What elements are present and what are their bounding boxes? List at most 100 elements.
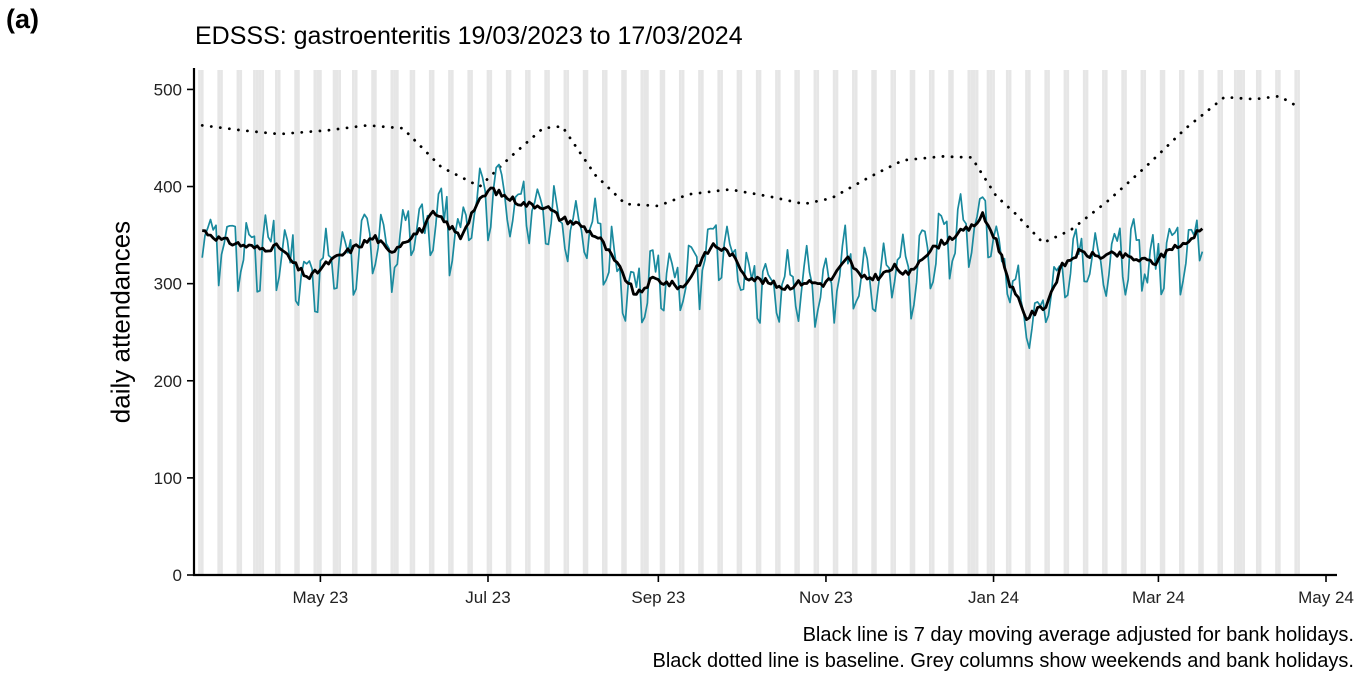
shaded-day-column <box>1297 70 1300 575</box>
shaded-day-column <box>255 70 259 575</box>
x-tick-label: Mar 24 <box>1132 588 1185 607</box>
shaded-day-column <box>1198 70 1201 575</box>
shaded-day-column <box>1159 70 1163 575</box>
shaded-day-column <box>428 70 432 575</box>
shaded-day-column <box>662 70 666 575</box>
shaded-day-column <box>893 70 897 575</box>
shaded-day-column <box>294 70 298 575</box>
shaded-day-column <box>912 70 916 575</box>
shaded-day-column <box>874 70 877 575</box>
shaded-day-column <box>1258 70 1262 575</box>
shaded-day-column <box>992 70 995 575</box>
shaded-day-column <box>1242 70 1245 575</box>
shaded-day-column <box>717 70 721 575</box>
shaded-day-column <box>351 70 355 575</box>
shaded-day-column <box>316 70 320 575</box>
shaded-day-column <box>390 70 394 575</box>
shaded-day-column <box>989 70 993 575</box>
moving-average-series <box>202 186 1204 321</box>
shaded-day-column <box>700 70 704 575</box>
x-tick-label: Nov 23 <box>799 588 853 607</box>
y-tick-label: 500 <box>154 80 182 99</box>
shaded-day-column <box>739 70 743 575</box>
shaded-day-column <box>1255 70 1259 575</box>
x-tick-label: May 23 <box>293 588 349 607</box>
y-tick-label: 300 <box>154 275 182 294</box>
shaded-day-column <box>467 70 471 575</box>
shaded-day-column <box>544 70 548 575</box>
shaded-day-column <box>1294 70 1298 575</box>
shaded-day-column <box>335 70 339 575</box>
shaded-day-column <box>319 70 322 575</box>
shaded-day-column <box>931 70 935 575</box>
shaded-day-column <box>239 70 243 575</box>
shaded-day-column <box>547 70 550 575</box>
shaded-day-column <box>1200 70 1204 575</box>
shaded-day-column <box>1005 70 1009 575</box>
shaded-day-column <box>354 70 358 575</box>
shaded-day-column <box>604 70 608 575</box>
y-tick-label: 100 <box>154 469 182 488</box>
shaded-day-column <box>1140 70 1144 575</box>
shaded-day-column <box>835 70 839 575</box>
shaded-day-column <box>950 70 954 575</box>
shaded-day-column <box>794 70 798 575</box>
y-tick-label: 200 <box>154 372 182 391</box>
shaded-day-column <box>1066 70 1070 575</box>
shaded-day-column <box>1047 70 1050 575</box>
shaded-day-column <box>643 70 646 575</box>
shaded-day-column <box>1027 70 1031 575</box>
shaded-day-column <box>566 70 570 575</box>
shaded-day-column <box>736 70 740 575</box>
shaded-day-column <box>928 70 932 575</box>
shaded-day-column <box>1220 70 1223 575</box>
shaded-day-column <box>1233 70 1237 575</box>
shaded-day-column <box>253 70 256 575</box>
shaded-day-column <box>277 70 281 575</box>
shaded-day-column <box>395 70 399 575</box>
shaded-day-column <box>338 70 341 575</box>
shaded-day-column <box>1275 70 1278 575</box>
shaded-day-column <box>852 70 855 575</box>
shaded-day-column <box>659 70 663 575</box>
shaded-day-column <box>948 70 951 575</box>
shaded-day-column <box>624 70 627 575</box>
shaded-day-column <box>450 70 454 575</box>
shaded-day-column <box>755 70 759 575</box>
shaded-day-column <box>371 70 374 575</box>
shaded-day-column <box>1277 70 1281 575</box>
shaded-day-column <box>1239 70 1243 575</box>
x-tick-label: Sep 23 <box>631 588 685 607</box>
shaded-day-column <box>1102 70 1105 575</box>
shaded-day-column <box>816 70 820 575</box>
shaded-day-column <box>681 70 685 575</box>
shaded-day-column <box>1217 70 1221 575</box>
shaded-day-column <box>220 70 223 575</box>
caption-baseline: Black dotted line is baseline. Grey colu… <box>652 650 1354 672</box>
weekend-columns <box>198 70 1300 575</box>
shaded-day-column <box>1124 70 1127 575</box>
shaded-day-column <box>412 70 416 575</box>
panel-label: (a) <box>6 4 39 34</box>
shaded-day-column <box>393 70 396 575</box>
shaded-day-column <box>1082 70 1086 575</box>
shaded-day-column <box>313 70 317 575</box>
shaded-day-column <box>582 70 586 575</box>
shaded-day-column <box>258 70 262 575</box>
y-tick-label: 0 <box>173 566 182 585</box>
shaded-day-column <box>332 70 336 575</box>
shaded-day-column <box>217 70 221 575</box>
shaded-day-column <box>602 70 605 575</box>
shaded-day-column <box>720 70 723 575</box>
shaded-day-column <box>470 70 473 575</box>
shaded-day-column <box>975 70 979 575</box>
x-tick-label: May 24 <box>1298 588 1354 607</box>
axes: 0 100 200 300 400 500 May 23 Jul 23 Sep 23 Nov 23… <box>154 68 1354 607</box>
chart-title: EDSSS: gastroenteritis 19/03/2023 to 17/… <box>195 22 743 50</box>
shaded-day-column <box>373 70 377 575</box>
shaded-day-column <box>236 70 240 575</box>
shaded-day-column <box>489 70 493 575</box>
shaded-day-column <box>505 70 509 575</box>
shaded-day-column <box>1085 70 1089 575</box>
shaded-day-column <box>1008 70 1012 575</box>
